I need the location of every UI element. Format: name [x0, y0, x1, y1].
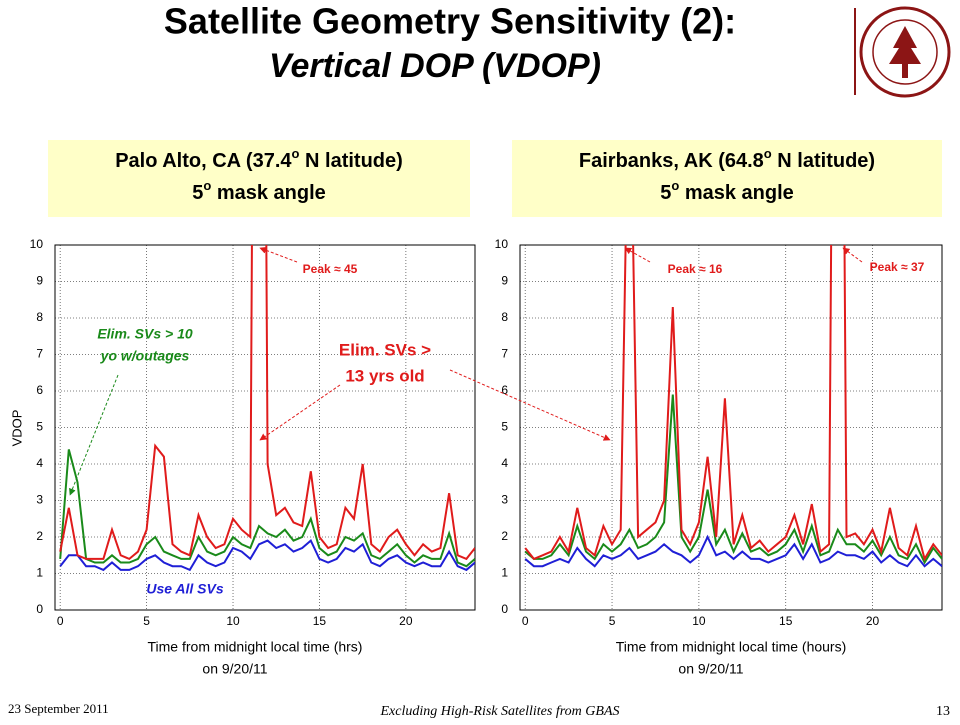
- y-tick-label: 8: [36, 310, 43, 324]
- series-line: [524, 534, 942, 568]
- x-tick-label: 10: [692, 614, 706, 628]
- y-tick-label: 6: [501, 383, 508, 397]
- annotation: Peak ≈ 45: [303, 262, 358, 276]
- box-text: mask angle: [679, 182, 794, 204]
- annotation: Elim. SVs >: [339, 340, 431, 359]
- series-line: [59, 449, 475, 568]
- box-text: N latitude): [299, 150, 402, 172]
- series-line: [59, 245, 475, 561]
- page-number: 13: [936, 704, 950, 719]
- annotation-arrow: [624, 247, 651, 263]
- location-box: [512, 140, 942, 217]
- box-line: 5o mask angle: [660, 178, 794, 204]
- y-tick-label: 4: [36, 456, 43, 470]
- plot-frame: [54, 244, 476, 611]
- y-tick-label: 9: [36, 274, 43, 288]
- y-tick-label: 1: [36, 566, 43, 580]
- x-tick-label: 15: [313, 614, 327, 628]
- annotation: Peak ≈ 16: [668, 262, 723, 276]
- location-box: [48, 140, 470, 217]
- annotation: Elim. SVs > 10: [97, 326, 193, 342]
- superscript: o: [671, 178, 679, 193]
- series-line: [524, 394, 942, 565]
- x-tick-label: 10: [226, 614, 240, 628]
- x-axis-label: Time from midnight local time (hrs): [148, 639, 363, 655]
- superscript: o: [764, 146, 772, 161]
- x-tick-label: 15: [779, 614, 793, 628]
- y-tick-label: 4: [501, 456, 508, 470]
- x-axis-label: on 9/20/11: [202, 661, 267, 677]
- annotation: Use All SVs: [146, 581, 224, 597]
- y-tick-label: 10: [30, 237, 44, 251]
- y-tick-label: 1: [501, 566, 508, 580]
- box-texts: Palo Alto, CA (37.4o N latitude)5o mask …: [115, 146, 875, 204]
- title: Satellite Geometry Sensitivity (2):: [164, 1, 736, 42]
- box-text: mask angle: [211, 182, 326, 204]
- y-tick-label: 10: [495, 237, 509, 251]
- y-tick-label: 2: [36, 529, 43, 543]
- y-tick-label: 6: [36, 383, 43, 397]
- box-text: 5: [192, 182, 203, 204]
- y-axis-label: VDOP: [9, 410, 24, 447]
- y-tick-label: 7: [36, 347, 43, 361]
- y-tick-label: 9: [501, 274, 508, 288]
- box-line: Fairbanks, AK (64.8o N latitude): [579, 146, 875, 172]
- box-line: Palo Alto, CA (37.4o N latitude): [115, 146, 403, 172]
- y-tick-label: 3: [501, 493, 508, 507]
- superscript: o: [203, 178, 211, 193]
- footer-date: 23 September 2011: [8, 701, 109, 716]
- x-tick-label: 20: [399, 614, 413, 628]
- box-line: 5o mask angle: [192, 178, 326, 204]
- y-tick-label: 5: [501, 420, 508, 434]
- box-text: 5: [660, 182, 671, 204]
- annotation-arrow: [259, 246, 298, 263]
- y-tick-label: 0: [36, 602, 43, 616]
- series-line: [59, 538, 475, 572]
- box-text: Fairbanks, AK (64.8: [579, 150, 764, 172]
- annotation-arrow: [842, 247, 863, 263]
- y-tick-label: 2: [501, 529, 508, 543]
- annotation-arrow: [259, 384, 341, 441]
- footer-title: Excluding High-Risk Satellites from GBAS: [380, 704, 620, 719]
- annotation: Peak ≈ 37: [870, 260, 925, 274]
- subtitle: Vertical DOP (VDOP): [269, 47, 601, 85]
- series-line: [524, 245, 942, 562]
- y-tick-label: 0: [501, 602, 508, 616]
- x-tick-label: 0: [57, 614, 64, 628]
- superscript: o: [292, 146, 300, 161]
- x-tick-label: 20: [866, 614, 880, 628]
- box-text: N latitude): [772, 150, 875, 172]
- annotation-arrow: [69, 374, 119, 496]
- y-tick-label: 8: [501, 310, 508, 324]
- box-text: Palo Alto, CA (37.4: [115, 150, 292, 172]
- logo: [859, 6, 951, 98]
- x-tick-label: 5: [609, 614, 616, 628]
- x-tick-label: 5: [143, 614, 150, 628]
- y-tick-label: 7: [501, 347, 508, 361]
- annotation-arrow: [449, 369, 611, 441]
- plot-frame: [519, 244, 943, 611]
- y-tick-label: 5: [36, 420, 43, 434]
- x-axis-label: on 9/20/11: [678, 661, 743, 677]
- annotation: yo w/outages: [100, 348, 190, 364]
- x-axis-label: Time from midnight local time (hours): [616, 639, 847, 655]
- annotation: 13 yrs old: [345, 366, 424, 385]
- x-tick-label: 0: [522, 614, 529, 628]
- y-tick-label: 3: [36, 493, 43, 507]
